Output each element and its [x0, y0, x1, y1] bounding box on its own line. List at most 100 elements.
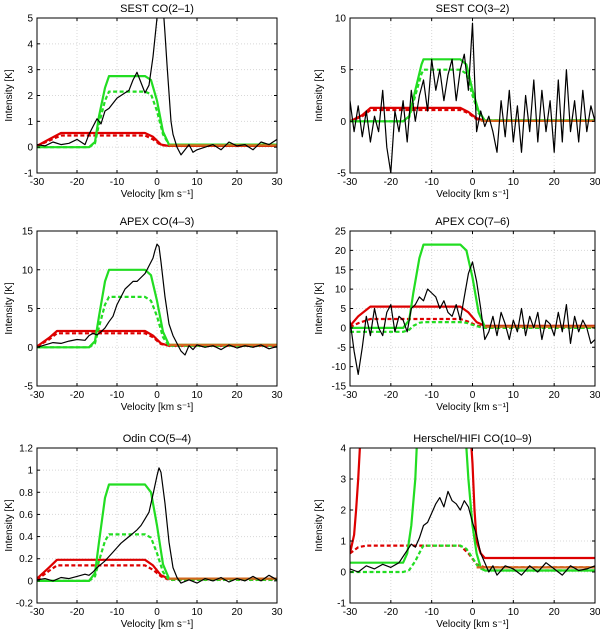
- y-tick-label: 10: [335, 285, 347, 296]
- y-axis-label: Intensity [K]: [314, 282, 325, 334]
- y-tick-label: 1: [27, 117, 33, 128]
- y-axis-label: Intensity [K]: [4, 282, 15, 334]
- y-tick-label: 1: [340, 537, 346, 548]
- x-tick-label: -30: [343, 177, 358, 188]
- x-tick-label: 0: [154, 177, 160, 188]
- series-red-dashed: [37, 134, 277, 147]
- y-axis-label: Intensity [K]: [314, 499, 325, 551]
- x-tick-label: -10: [424, 607, 439, 618]
- x-tick-label: -20: [384, 177, 399, 188]
- y-tick-label: -0.2: [16, 599, 34, 610]
- y-tick-label: 2: [340, 506, 346, 517]
- series-observed: [350, 261, 595, 375]
- x-tick-label: 30: [589, 607, 600, 618]
- x-tick-label: 0: [470, 177, 476, 188]
- panel-title: APEX CO(7–6): [435, 216, 510, 228]
- y-axis-label: Intensity [K]: [4, 499, 15, 551]
- series-green-solid: [350, 243, 595, 329]
- y-tick-label: 2: [27, 91, 33, 102]
- y-tick-label: 15: [335, 265, 347, 276]
- y-axis-label: Intensity [K]: [314, 69, 325, 121]
- x-axis-label: Velocity [km s⁻¹]: [436, 189, 509, 200]
- series-observed: [350, 22, 595, 173]
- x-tick-label: -30: [30, 390, 45, 401]
- panel-title: Herschel/HIFI CO(10–9): [413, 433, 532, 445]
- x-tick-label: -30: [343, 390, 358, 401]
- series-observed: [37, 243, 277, 356]
- y-tick-label: 0.6: [19, 510, 33, 521]
- x-tick-label: 10: [191, 607, 203, 618]
- y-tick-label: 0: [27, 576, 33, 587]
- panel-apex-co43: -30 -20 -10 0 10 20 30 -5 0 5 10 15 APEX CO(4–3) Velo…: [4, 216, 283, 413]
- y-tick-label: -5: [24, 382, 33, 393]
- x-tick-label: 20: [231, 390, 243, 401]
- x-tick-label: 30: [271, 177, 283, 188]
- x-tick-label: 10: [191, 177, 203, 188]
- x-tick-label: 20: [231, 607, 243, 618]
- y-tick-label: -1: [24, 169, 33, 180]
- y-tick-label: -15: [332, 382, 347, 393]
- y-tick-label: 0.8: [19, 488, 33, 499]
- x-tick-label: -30: [30, 607, 45, 618]
- series-observed: [37, 467, 277, 584]
- y-tick-label: 1: [27, 466, 33, 477]
- x-axis-label: Velocity [km s⁻¹]: [436, 402, 509, 413]
- x-tick-label: -10: [110, 177, 125, 188]
- y-tick-label: -10: [332, 362, 347, 373]
- y-tick-label: 3: [340, 475, 346, 486]
- x-tick-label: -10: [424, 177, 439, 188]
- x-tick-label: -20: [384, 390, 399, 401]
- panel-sest-co32: -30 -20 -10 0 10 20 30 -5 0 5 10 SEST CO(3–2) Veloci…: [314, 3, 600, 200]
- y-tick-label: 0.4: [19, 532, 33, 543]
- y-tick-label: 5: [27, 14, 33, 25]
- x-tick-label: 10: [508, 390, 520, 401]
- series-green-solid: [37, 483, 277, 583]
- series-observed: [37, 18, 277, 156]
- series-green-dashed: [37, 295, 277, 349]
- y-tick-label: 0: [27, 143, 33, 154]
- y-axis-label: Intensity [K]: [4, 69, 15, 121]
- series-red-solid: [37, 131, 277, 147]
- x-tick-label: 0: [154, 607, 160, 618]
- y-tick-label: 20: [335, 246, 347, 257]
- y-tick-label: 0: [340, 117, 346, 128]
- x-tick-label: -30: [30, 177, 45, 188]
- y-tick-label: 5: [340, 304, 346, 315]
- x-tick-label: 20: [549, 390, 561, 401]
- x-tick-label: 20: [549, 177, 561, 188]
- series-green-dashed: [350, 544, 595, 574]
- y-tick-label: 4: [340, 444, 346, 455]
- y-tick-label: -1: [337, 599, 346, 610]
- series-red-solid: [350, 448, 595, 560]
- panel-title: APEX CO(4–3): [120, 216, 195, 228]
- y-tick-label: 5: [27, 304, 33, 315]
- y-tick-label: -5: [337, 343, 346, 354]
- y-tick-label: 5: [340, 65, 346, 76]
- x-tick-label: 10: [508, 607, 520, 618]
- x-tick-label: -20: [384, 607, 399, 618]
- series-green-dashed: [350, 321, 595, 333]
- y-tick-label: 25: [335, 227, 347, 238]
- series-green-dashed: [350, 68, 595, 123]
- y-tick-label: 0.2: [19, 554, 33, 565]
- y-tick-label: 0: [340, 323, 346, 334]
- y-tick-label: 10: [335, 14, 347, 25]
- x-tick-label: -20: [70, 607, 85, 618]
- x-tick-label: -30: [343, 607, 358, 618]
- panel-title: SEST CO(2–1): [120, 3, 194, 15]
- x-tick-label: 20: [549, 607, 561, 618]
- y-tick-label: 0: [340, 568, 346, 579]
- panel-apex-co76: -30 -20 -10 0 10 20 30 -15 -10 -5 0 5 10 15 20 25 APEX C…: [314, 216, 600, 413]
- x-tick-label: -10: [110, 390, 125, 401]
- y-tick-label: -5: [337, 169, 346, 180]
- x-axis-label: Velocity [km s⁻¹]: [121, 402, 194, 413]
- series-green-solid: [37, 268, 277, 349]
- x-tick-label: 0: [470, 607, 476, 618]
- y-tick-label: 10: [22, 265, 34, 276]
- x-axis-label: Velocity [km s⁻¹]: [436, 619, 509, 630]
- panel-title: Odin CO(5–4): [123, 433, 191, 445]
- x-tick-label: 30: [271, 607, 283, 618]
- y-tick-label: 3: [27, 65, 33, 76]
